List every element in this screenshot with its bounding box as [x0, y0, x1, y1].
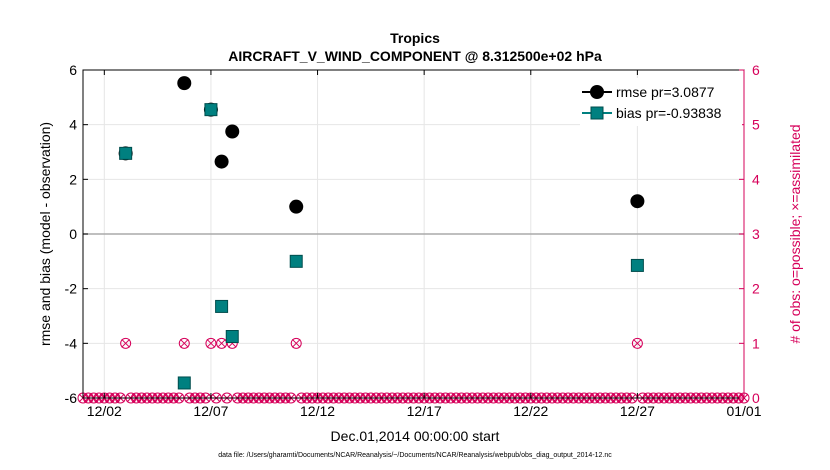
series-markers — [118, 76, 645, 390]
obs-count-point-assimilated — [217, 338, 226, 348]
bias-point — [289, 254, 303, 268]
obs-count-point-possible — [205, 337, 217, 349]
obs-count-point-assimilated — [633, 338, 642, 348]
x-tick-label: 01/01 — [726, 403, 761, 419]
x-tick-label: 12/12 — [300, 403, 335, 419]
y-axis-label: rmse and bias (model - observation) — [37, 122, 53, 346]
y2-tick-label: 1 — [752, 335, 760, 351]
obs-count-point-assimilated — [121, 338, 130, 348]
x-tick-label: 12/27 — [620, 403, 655, 419]
chart-title: Tropics — [390, 30, 440, 46]
x-tick-label: 12/17 — [407, 403, 442, 419]
legend: rmse pr=3.0877 bias pr=-0.93838 — [580, 78, 742, 126]
legend-box — [580, 78, 742, 126]
y2-tick-label: 6 — [752, 62, 760, 78]
y2-tick-label: 4 — [752, 171, 760, 187]
y-tick-label: -4 — [65, 335, 78, 351]
bias-point — [225, 330, 239, 343]
y-tick-label: 0 — [69, 226, 77, 242]
y2-axis-label: # of obs: o=possible; ×=assimilated — [787, 124, 803, 343]
chart-subtitle: AIRCRAFT_V_WIND_COMPONENT @ 8.312500e+02… — [228, 48, 602, 64]
y-tick-label: 6 — [69, 62, 77, 78]
legend-marker-rmse — [590, 85, 604, 99]
y-tick-label: 4 — [69, 117, 77, 133]
obs-count-point-possible — [178, 337, 190, 349]
legend-label-rmse: rmse pr=3.0877 — [616, 84, 715, 100]
x-tick-label: 12/07 — [193, 403, 228, 419]
obs-count-point-possible — [216, 337, 228, 349]
bias-point — [215, 299, 229, 313]
y-tick-label: 2 — [69, 171, 77, 187]
bias-point — [204, 103, 218, 117]
x-tick-label: 12/22 — [513, 403, 548, 419]
obs-count-point-possible — [290, 337, 302, 349]
x-axis-label: Dec.01,2014 00:00:00 start — [331, 428, 500, 444]
obs-count-point-possible — [631, 337, 643, 349]
y2-tick-label: 5 — [752, 117, 760, 133]
y-tick-label: -2 — [65, 281, 78, 297]
rmse-point — [225, 124, 240, 139]
bias-point — [119, 146, 133, 160]
legend-label-bias: bias pr=-0.93838 — [616, 105, 722, 121]
data-file-footnote: data file: /Users/gharamti/Documents/NCA… — [218, 452, 612, 459]
rmse-point — [214, 154, 229, 169]
obs-count-point-possible — [120, 337, 132, 349]
obs-count-point-assimilated — [206, 338, 216, 348]
rmse-point — [630, 194, 645, 209]
axis-ticks: 12/02 12/07 12/12 12/17 12/22 12/27 01/01 -6 -4 -… — [65, 62, 762, 419]
x-tick-label: 12/02 — [87, 403, 122, 419]
y2-tick-label: 0 — [752, 390, 760, 406]
rmse-point — [289, 199, 304, 214]
obs-count-point-assimilated — [291, 338, 301, 348]
y2-tick-label: 3 — [752, 226, 760, 242]
rmse-point — [177, 76, 192, 91]
obs-count-markers — [77, 337, 750, 404]
legend-marker-bias — [590, 106, 604, 120]
obs-count-point-assimilated — [179, 338, 189, 348]
bias-point — [630, 258, 644, 272]
y-tick-label: -6 — [65, 390, 78, 406]
bias-point — [177, 376, 191, 390]
y2-tick-label: 2 — [752, 281, 760, 297]
